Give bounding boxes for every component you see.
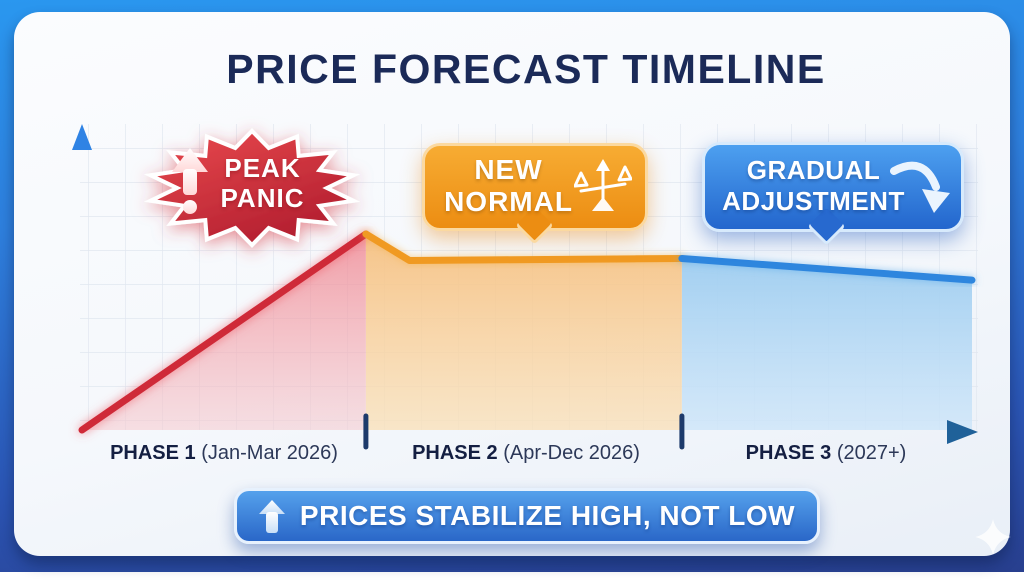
gradual-adjustment-badge: [702, 142, 964, 246]
y-axis-arrow-icon: [72, 124, 92, 150]
axes: [72, 124, 978, 450]
gradual-adjustment-line2: ADJUSTMENT: [722, 186, 905, 216]
peak-panic-badge: [122, 108, 382, 268]
phase2-area-fill: [365, 234, 682, 430]
phase1-label: PHASE 1 (Jan-Mar 2026): [110, 442, 338, 465]
gradual-adjustment-label: GRADUAL ADJUSTMENT: [711, 155, 916, 217]
phase2-price-line: [362, 230, 686, 264]
phase1-dates: (Jan-Mar 2026): [201, 442, 338, 464]
conclusion-banner: PRICES STABILIZE HIGH, NOT LOW: [234, 488, 820, 544]
phase2-dates: (Apr-Dec 2026): [503, 442, 640, 464]
peak-panic-line1: PEAK: [224, 153, 301, 183]
infographic-card: PRICE FORECAST TIMELINE: [14, 12, 1011, 556]
phase2-label: PHASE 2 (Apr-Dec 2026): [412, 442, 640, 465]
arrow-up-exclamation-icon: [172, 148, 208, 214]
page-title: PRICE FORECAST TIMELINE: [226, 46, 826, 92]
up-arrow-icon: [258, 499, 285, 533]
new-normal-line1: NEW: [474, 154, 543, 185]
phase3-price-line: [678, 255, 976, 284]
new-normal-label: NEW NORMAL: [426, 154, 591, 218]
phase3-label: PHASE 3 (2027+): [746, 442, 907, 465]
x-axis-arrow-icon: [947, 420, 978, 444]
blue-frame: PRICE FORECAST TIMELINE: [0, 0, 1024, 572]
sparkle-icon: [975, 519, 1011, 555]
banner-text: PRICES STABILIZE HIGH, NOT LOW: [299, 500, 796, 531]
phase3-area-fill: [681, 258, 972, 430]
peak-panic-line2: PANIC: [220, 183, 305, 213]
curved-down-arrow-icon: [890, 161, 950, 213]
phase2-name: PHASE 2: [412, 442, 498, 464]
price-lines: [78, 230, 976, 434]
gradual-adjustment-line1: GRADUAL: [746, 155, 881, 185]
phase1-price-line: [78, 230, 370, 434]
peak-panic-label: PEAK PANIC: [200, 153, 325, 213]
balance-scale-icon: [574, 159, 632, 211]
phase3-dates: (2027+): [836, 442, 907, 464]
phase1-name: PHASE 1: [110, 442, 196, 464]
new-normal-line2: NORMAL: [444, 186, 573, 217]
phase3-name: PHASE 3: [745, 442, 832, 464]
